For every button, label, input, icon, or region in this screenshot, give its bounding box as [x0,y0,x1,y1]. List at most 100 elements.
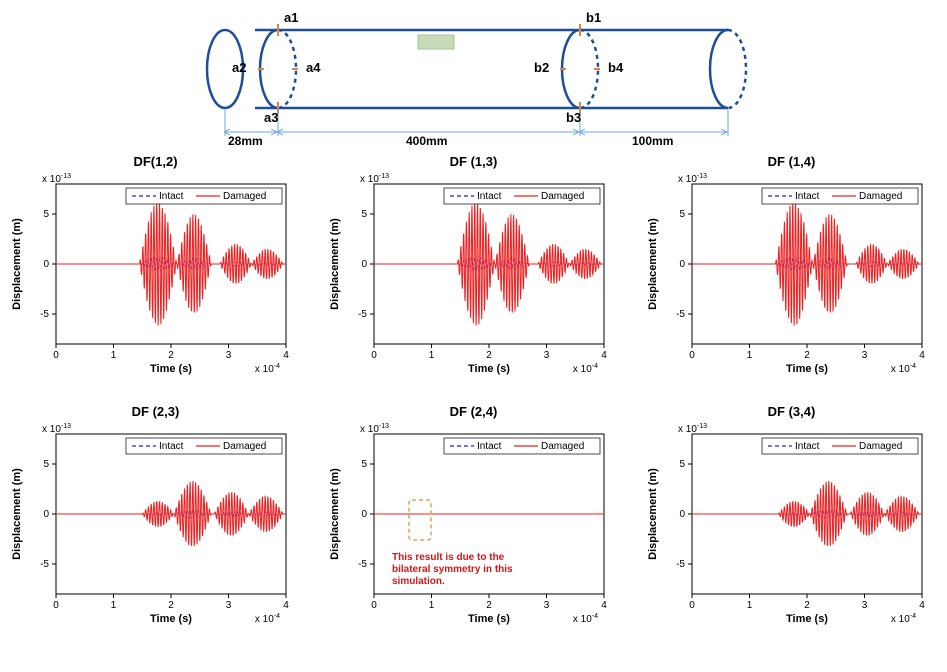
svg-text:Displacement (m): Displacement (m) [11,468,23,560]
svg-text:5: 5 [679,459,685,470]
svg-text:Time (s): Time (s) [786,613,828,625]
svg-text:Displacement (m): Displacement (m) [647,468,659,560]
svg-text:4: 4 [601,350,607,361]
svg-text:Damaged: Damaged [859,441,902,452]
svg-text:3: 3 [225,600,231,611]
svg-text:4: 4 [283,350,289,361]
svg-text:Displacement (m): Displacement (m) [647,218,659,310]
svg-text:x 10-4: x 10-4 [890,613,915,625]
chart-0: DF(1,2) 01234-505 Intact Damaged x 10-13… [6,154,306,394]
dim-right: 100mm [632,134,673,148]
label-a1: a1 [284,10,298,25]
svg-text:2: 2 [168,350,174,361]
svg-text:-5: -5 [358,559,367,570]
label-a3: a3 [264,110,278,125]
svg-text:Damaged: Damaged [223,441,266,452]
svg-text:1: 1 [110,350,116,361]
svg-text:Displacement (m): Displacement (m) [11,218,23,310]
svg-text:5: 5 [43,209,49,220]
label-b3: b3 [566,110,581,125]
svg-text:Displacement (m): Displacement (m) [329,218,341,310]
svg-text:0: 0 [53,600,59,611]
svg-text:0: 0 [361,509,367,520]
svg-text:-5: -5 [676,309,685,320]
svg-text:x 10-13: x 10-13 [42,173,71,185]
svg-text:5: 5 [43,459,49,470]
svg-text:2: 2 [804,350,810,361]
svg-text:Damaged: Damaged [859,191,902,202]
sensor-patch [418,35,454,49]
chart-1: DF (1,3) 01234-505 Intact Damaged x 10-1… [324,154,624,394]
svg-text:5: 5 [361,209,367,220]
svg-text:simulation.: simulation. [392,576,445,587]
svg-text:-5: -5 [40,559,49,570]
svg-text:0: 0 [43,509,49,520]
svg-text:4: 4 [601,600,607,611]
chart-2: DF (1,4) 01234-505 Intact Damaged x 10-1… [642,154,942,394]
svg-text:2: 2 [804,600,810,611]
svg-text:Damaged: Damaged [541,191,584,202]
charts-grid: DF(1,2) 0 1 2 3 4 -5 0 5 Intact Damaged x 10-13… [0,150,947,644]
svg-text:Intact: Intact [159,191,184,202]
svg-text:3: 3 [543,600,549,611]
svg-text:x 10-13: x 10-13 [678,173,707,185]
svg-text:2: 2 [168,600,174,611]
svg-text:x 10-4: x 10-4 [890,363,915,375]
svg-text:Intact: Intact [795,441,820,452]
svg-text:1: 1 [746,600,752,611]
dim-mid: 400mm [406,134,447,148]
svg-text:0: 0 [53,350,59,361]
svg-text:x 10-4: x 10-4 [572,363,597,375]
svg-text:Intact: Intact [477,441,502,452]
label-b1: b1 [586,10,601,25]
chart-4: DF (2,4) 01234-505 Intact Damaged This r… [324,404,624,644]
svg-text:Time (s): Time (s) [468,363,510,375]
svg-text:Time (s): Time (s) [150,613,192,625]
svg-text:0: 0 [689,600,695,611]
chart-svg: 01234-505 Intact Damaged This result is … [324,419,624,639]
svg-text:Time (s): Time (s) [468,613,510,625]
svg-text:0: 0 [679,259,685,270]
svg-text:x 10-13: x 10-13 [360,173,389,185]
svg-text:Intact: Intact [795,191,820,202]
dim-left: 28mm [228,134,263,148]
svg-text:4: 4 [283,600,289,611]
svg-text:bilateral symmetry in this: bilateral symmetry in this [392,564,513,575]
svg-text:5: 5 [679,209,685,220]
svg-text:x 10-13: x 10-13 [678,423,707,435]
svg-text:1: 1 [428,600,434,611]
svg-text:x 10-4: x 10-4 [254,613,279,625]
chart-5: DF (3,4) 0 1 2 3 4 -5 0 5 Intact Damaged x 10-1… [642,404,942,644]
svg-text:1: 1 [746,350,752,361]
svg-text:1: 1 [110,600,116,611]
label-b4: b4 [608,60,623,75]
chart-title: DF (1,3) [324,154,624,169]
svg-text:0: 0 [371,350,377,361]
svg-text:Intact: Intact [477,191,502,202]
chart-title: DF (3,4) [642,404,942,419]
svg-text:3: 3 [861,600,867,611]
svg-text:-5: -5 [676,559,685,570]
chart-title: DF (2,3) [6,404,306,419]
cylinder-diagram: a1 a2 a3 a4 b1 b2 b3 b4 28mm 400mm 100mm [0,0,947,150]
svg-text:This result is due to the: This result is due to the [392,552,505,563]
svg-text:0: 0 [371,600,377,611]
svg-text:Damaged: Damaged [223,191,266,202]
svg-text:0: 0 [679,509,685,520]
svg-text:4: 4 [919,600,925,611]
svg-text:4: 4 [919,350,925,361]
chart-3: DF (2,3) 01234-505 Intact Damaged x 10-1… [6,404,306,644]
chart-svg: 01234-505 Intact Damaged x 10-13 x 10-4 … [6,419,306,639]
chart-svg: 01234-505 Intact Damaged x 10-13 x 10-4 … [642,419,942,639]
cylinder-svg [0,0,947,150]
chart-title: DF(1,2) [6,154,306,169]
chart-svg: 01234-505 Intact Damaged x 10-13 x 10-4 … [6,169,306,389]
svg-text:1: 1 [428,350,434,361]
svg-text:3: 3 [543,350,549,361]
svg-text:2: 2 [486,350,492,361]
svg-text:Time (s): Time (s) [786,363,828,375]
svg-text:-5: -5 [40,309,49,320]
svg-text:Intact: Intact [159,441,184,452]
svg-text:0: 0 [361,259,367,270]
svg-text:Time (s): Time (s) [150,363,192,375]
